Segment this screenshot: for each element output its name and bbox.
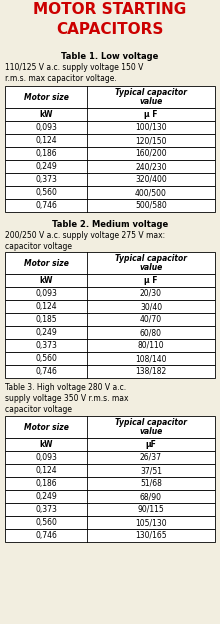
Text: 20/30: 20/30 — [140, 289, 162, 298]
Text: 68/90: 68/90 — [140, 492, 162, 501]
Text: 0,093: 0,093 — [35, 453, 57, 462]
Text: 105/130: 105/130 — [135, 518, 167, 527]
Text: 30/40: 30/40 — [140, 302, 162, 311]
Text: 0,186: 0,186 — [35, 479, 57, 488]
Text: 51/68: 51/68 — [140, 479, 162, 488]
Text: 0,093: 0,093 — [35, 289, 57, 298]
Bar — [5, 252, 215, 274]
Bar — [5, 199, 215, 212]
Text: 400/500: 400/500 — [135, 188, 167, 197]
Text: Typical capacitor
value: Typical capacitor value — [115, 87, 187, 106]
Text: 0,124: 0,124 — [35, 136, 57, 145]
Bar — [5, 516, 215, 529]
Text: 0,186: 0,186 — [35, 149, 57, 158]
Bar — [5, 451, 215, 464]
Text: Motor size: Motor size — [24, 258, 68, 268]
Text: 0,249: 0,249 — [35, 328, 57, 337]
Text: 40/70: 40/70 — [140, 315, 162, 324]
Text: 160/200: 160/200 — [135, 149, 167, 158]
Bar — [5, 464, 215, 477]
Text: 500/580: 500/580 — [135, 201, 167, 210]
Text: kW: kW — [39, 440, 53, 449]
Text: 26/37: 26/37 — [140, 453, 162, 462]
Bar — [5, 300, 215, 313]
Text: Table 1. Low voltage: Table 1. Low voltage — [61, 52, 159, 61]
Bar — [5, 477, 215, 490]
Bar — [5, 274, 215, 287]
Text: 0,373: 0,373 — [35, 175, 57, 184]
Text: kW: kW — [39, 110, 53, 119]
Bar — [5, 160, 215, 173]
Bar — [5, 108, 215, 121]
Text: μ F: μ F — [144, 276, 158, 285]
Text: 108/140: 108/140 — [135, 354, 167, 363]
Bar — [5, 186, 215, 199]
Bar — [5, 339, 215, 352]
Bar — [5, 438, 215, 451]
Text: Table 3. High voltage 280 V a.c.
supply voltage 350 V r.m.s. max
capacitor volta: Table 3. High voltage 280 V a.c. supply … — [5, 383, 128, 414]
Bar — [5, 173, 215, 186]
Text: 0,746: 0,746 — [35, 531, 57, 540]
Text: μ F: μ F — [144, 110, 158, 119]
Bar — [5, 326, 215, 339]
Bar — [5, 86, 215, 108]
Text: Table 2. Medium voltage: Table 2. Medium voltage — [52, 220, 168, 229]
Text: 60/80: 60/80 — [140, 328, 162, 337]
Text: 0,560: 0,560 — [35, 518, 57, 527]
Text: kW: kW — [39, 276, 53, 285]
Text: 0,560: 0,560 — [35, 188, 57, 197]
Bar — [5, 416, 215, 438]
Text: 0,185: 0,185 — [35, 315, 57, 324]
Text: 320/400: 320/400 — [135, 175, 167, 184]
Bar — [5, 503, 215, 516]
Text: Motor size: Motor size — [24, 422, 68, 432]
Bar — [5, 352, 215, 365]
Text: 0,746: 0,746 — [35, 201, 57, 210]
Text: 0,373: 0,373 — [35, 505, 57, 514]
Text: 200/250 V a.c. supply voltage 275 V max:
capacitor voltage: 200/250 V a.c. supply voltage 275 V max:… — [5, 231, 165, 251]
Text: 0,124: 0,124 — [35, 302, 57, 311]
Text: 0,249: 0,249 — [35, 492, 57, 501]
Bar — [5, 490, 215, 503]
Text: μF: μF — [146, 440, 156, 449]
Text: 130/165: 130/165 — [135, 531, 167, 540]
Text: 37/51: 37/51 — [140, 466, 162, 475]
Bar — [5, 313, 215, 326]
Text: CAPACITORS: CAPACITORS — [56, 22, 164, 37]
Text: 138/182: 138/182 — [135, 367, 167, 376]
Text: 120/150: 120/150 — [135, 136, 167, 145]
Text: 240/230: 240/230 — [135, 162, 167, 171]
Text: 110/125 V a.c. supply voltage 150 V
r.m.s. max capacitor voltage.: 110/125 V a.c. supply voltage 150 V r.m.… — [5, 63, 143, 83]
Bar — [5, 287, 215, 300]
Text: 0,746: 0,746 — [35, 367, 57, 376]
Text: 0,249: 0,249 — [35, 162, 57, 171]
Text: 100/130: 100/130 — [135, 123, 167, 132]
Text: Motor size: Motor size — [24, 92, 68, 102]
Text: 80/110: 80/110 — [138, 341, 164, 350]
Bar — [5, 529, 215, 542]
Bar — [5, 147, 215, 160]
Text: 0,093: 0,093 — [35, 123, 57, 132]
Bar — [5, 365, 215, 378]
Text: MOTOR STARTING: MOTOR STARTING — [33, 2, 187, 17]
Text: 0,560: 0,560 — [35, 354, 57, 363]
Bar — [5, 121, 215, 134]
Text: 90/115: 90/115 — [138, 505, 164, 514]
Bar — [5, 134, 215, 147]
Text: Typical capacitor
value: Typical capacitor value — [115, 253, 187, 272]
Text: 0,373: 0,373 — [35, 341, 57, 350]
Text: 0,124: 0,124 — [35, 466, 57, 475]
Text: Typical capacitor
value: Typical capacitor value — [115, 417, 187, 436]
